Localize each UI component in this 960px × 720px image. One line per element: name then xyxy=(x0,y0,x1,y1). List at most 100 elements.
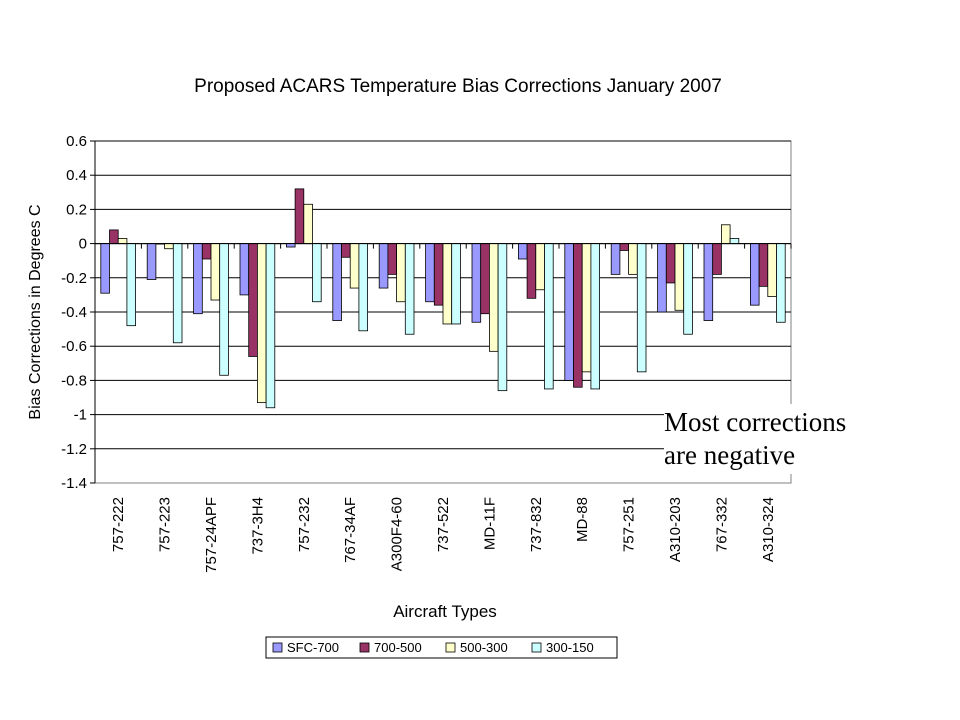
bar-700-500-757-232 xyxy=(294,188,305,245)
bar-300-150-a310-324 xyxy=(776,243,786,323)
x-tick-label: A300F4-60 xyxy=(389,497,406,571)
y-tick-label: -0.2 xyxy=(61,270,87,287)
bar-500-300-757-251 xyxy=(628,243,638,275)
bar-500-300-757-223 xyxy=(164,243,174,250)
x-tick-label: 767-34AF xyxy=(342,497,359,563)
legend-swatch-500-300 xyxy=(445,642,456,653)
bar-700-500-a300f4-60 xyxy=(387,243,397,275)
bar-300-150-757-232 xyxy=(312,243,322,303)
bar-700-500-737-832 xyxy=(526,243,537,299)
y-tick-label: 0.4 xyxy=(66,167,87,184)
bar-500-300-757-232 xyxy=(303,203,313,245)
bar-700-500-757-251 xyxy=(619,243,630,251)
x-tick-label: 737-832 xyxy=(528,497,545,552)
bar-700-500-767-332 xyxy=(712,243,722,275)
legend-label-sfc-700: SFC-700 xyxy=(287,640,339,655)
bar-500-300-737-522 xyxy=(442,243,453,325)
y-tick-label: 0 xyxy=(79,236,87,253)
x-tick-label: 737-3H4 xyxy=(249,497,266,555)
bar-700-500-767-34af xyxy=(341,243,351,258)
y-tick-label: -1 xyxy=(74,407,87,424)
y-tick-label: -0.6 xyxy=(61,338,87,355)
bar-sfc-700-a310-203 xyxy=(657,243,667,313)
bar-300-150-a310-203 xyxy=(683,243,693,335)
legend-swatch-300-150 xyxy=(531,642,542,653)
bar-sfc-700-a310-324 xyxy=(750,243,760,306)
x-tick-label: A310-203 xyxy=(667,497,684,562)
bar-sfc-700-757-251 xyxy=(610,243,621,275)
legend-label-500-300: 500-300 xyxy=(460,640,508,655)
bar-300-150-757-222 xyxy=(126,243,137,327)
bar-sfc-700-767-34af xyxy=(332,243,342,321)
bar-300-150-757-24apf xyxy=(219,243,229,376)
x-tick-label: MD-11F xyxy=(481,497,498,550)
bar-500-300-a310-203 xyxy=(674,243,685,311)
bar-sfc-700-md-11f xyxy=(471,243,482,323)
legend: SFC-700 700-500 500-300 300-150 xyxy=(265,636,618,659)
y-tick-label: 0.6 xyxy=(66,133,87,150)
bar-300-150-737-832 xyxy=(544,243,554,390)
bar-700-500-md-11f xyxy=(480,243,490,315)
bar-500-300-767-34af xyxy=(349,243,360,289)
legend-label-300-150: 300-150 xyxy=(546,640,594,655)
bar-500-300-a310-324 xyxy=(767,243,777,298)
y-tick-label: -0.4 xyxy=(61,304,87,321)
bar-300-150-md-88 xyxy=(590,243,601,390)
bar-300-150-767-332 xyxy=(729,238,740,245)
y-tick-labels: 0.6 0.4 0.2 0 -0.2 -0.4 -0.6 -0.8 -1 -1.2 -1.4 xyxy=(61,133,87,492)
y-axis-label: Bias Corrections in Degrees C xyxy=(27,204,44,419)
bar-500-300-767-332 xyxy=(721,224,731,244)
y-tick-label: -0.8 xyxy=(61,372,87,389)
bar-700-500-737-522 xyxy=(433,243,444,306)
bar-700-500-757-222 xyxy=(109,229,119,244)
bar-300-150-737-3h4 xyxy=(265,243,276,409)
x-tick-label: A310-324 xyxy=(760,497,777,562)
bar-700-500-757-24apf xyxy=(201,243,212,260)
annotation-line-2: are negative xyxy=(664,440,796,470)
bar-700-500-a310-324 xyxy=(758,243,769,287)
bar-700-500-md-88 xyxy=(573,243,583,388)
legend-box xyxy=(265,636,618,659)
bar-sfc-700-757-232 xyxy=(285,243,296,248)
bar-300-150-md-11f xyxy=(497,243,508,392)
chart-title: Proposed ACARS Temperature Bias Correcti… xyxy=(194,76,722,97)
bar-500-300-md-11f xyxy=(488,243,499,352)
bars-group xyxy=(100,188,786,409)
bar-sfc-700-767-332 xyxy=(703,243,714,321)
bar-sfc-700-757-222 xyxy=(100,243,110,294)
bar-500-300-737-3h4 xyxy=(256,243,267,404)
bar-sfc-700-md-88 xyxy=(564,243,574,381)
y-tick-label: 0.2 xyxy=(66,201,87,218)
x-tick-label: 757-232 xyxy=(296,497,313,552)
bar-500-300-737-832 xyxy=(535,243,545,291)
x-tick-label: 757-222 xyxy=(110,497,127,552)
bar-sfc-700-757-24apf xyxy=(193,243,203,315)
bar-500-300-a300f4-60 xyxy=(396,243,406,303)
legend-swatch-sfc-700 xyxy=(272,642,283,653)
bar-sfc-700-a300f4-60 xyxy=(378,243,389,289)
bar-700-500-737-3h4 xyxy=(248,243,258,357)
y-tick-label: -1.2 xyxy=(61,441,87,458)
x-tick-label: 737-522 xyxy=(435,497,452,552)
bar-300-150-737-522 xyxy=(451,243,461,325)
legend-label-700-500: 700-500 xyxy=(374,640,422,655)
bar-700-500-a310-203 xyxy=(665,243,676,284)
bar-300-150-757-251 xyxy=(636,243,647,373)
bar-500-300-757-24apf xyxy=(210,243,221,301)
y-tick-label: -1.4 xyxy=(61,475,87,492)
bar-sfc-700-737-832 xyxy=(518,243,528,260)
bar-300-150-757-223 xyxy=(172,243,183,344)
legend-swatch-700-500 xyxy=(359,642,370,653)
x-tick-label: 757-24APF xyxy=(203,497,220,573)
x-tick-label: MD-88 xyxy=(574,497,591,542)
annotation-note: Most corrections are negative xyxy=(664,404,851,474)
bar-sfc-700-737-3h4 xyxy=(239,243,250,296)
x-axis-label: Aircraft Types xyxy=(393,602,497,621)
bar-300-150-a300f4-60 xyxy=(404,243,415,335)
x-tick-label: 757-223 xyxy=(157,497,174,552)
x-tick-labels: 757-222 757-223 757-24APF 737-3H4 757-232 767… xyxy=(110,497,777,573)
bar-500-300-md-88 xyxy=(581,243,592,373)
annotation-line-1: Most corrections xyxy=(664,407,847,437)
x-tick-label: 767-332 xyxy=(713,497,730,552)
